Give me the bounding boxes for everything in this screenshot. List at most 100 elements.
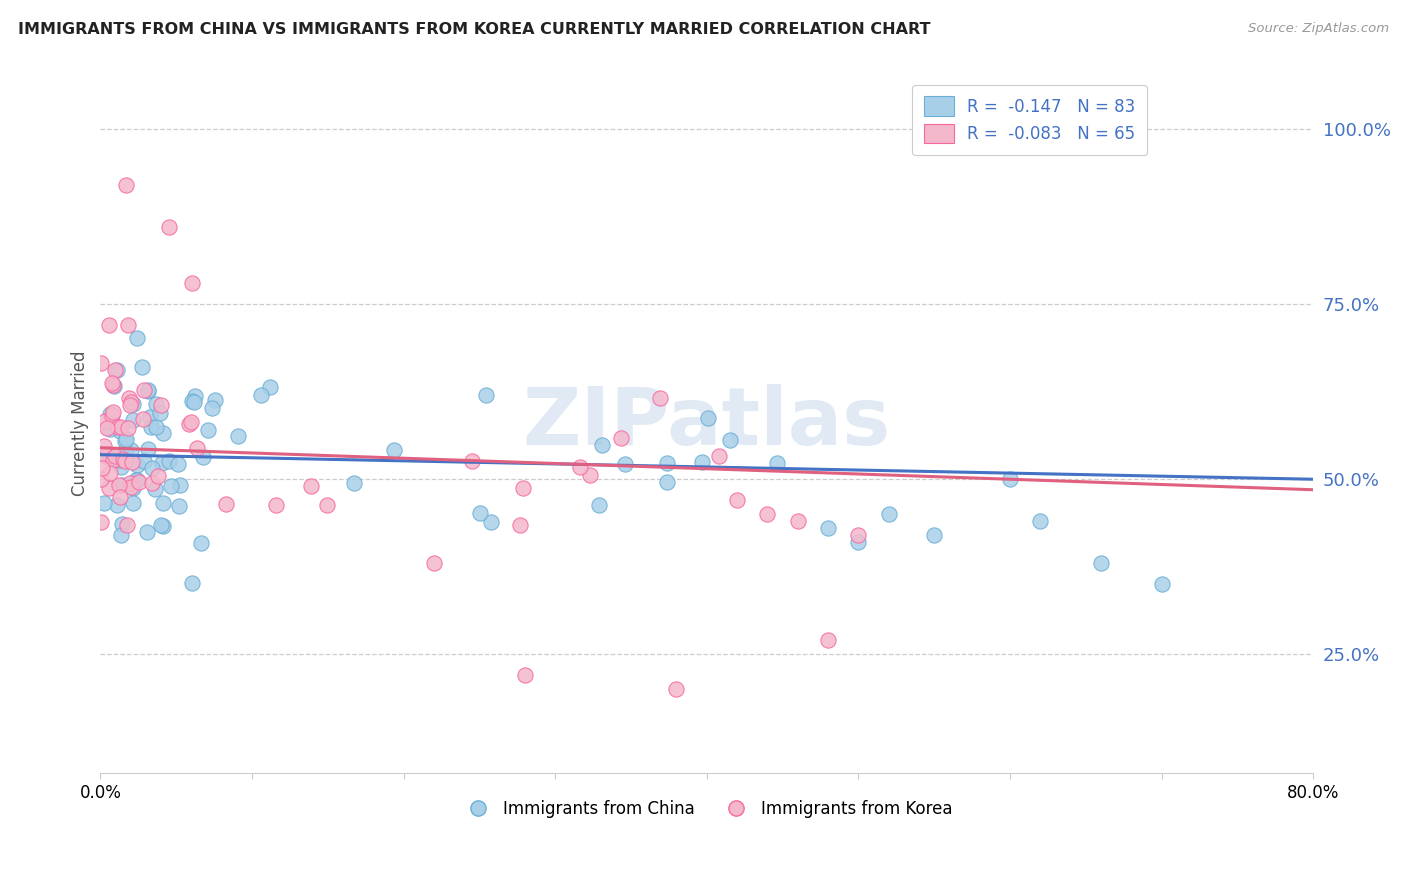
Text: IMMIGRANTS FROM CHINA VS IMMIGRANTS FROM KOREA CURRENTLY MARRIED CORRELATION CHA: IMMIGRANTS FROM CHINA VS IMMIGRANTS FROM…	[18, 22, 931, 37]
Point	[91, 460, 114, 475]
Point	[120, 398, 142, 412]
Point	[101, 377, 124, 392]
Point	[817, 633, 839, 648]
Point	[250, 388, 273, 402]
Point	[97, 481, 120, 495]
Point	[105, 363, 128, 377]
Point	[150, 399, 173, 413]
Point	[125, 473, 148, 487]
Point	[186, 441, 208, 455]
Point	[136, 442, 159, 456]
Point	[103, 378, 125, 392]
Point	[259, 380, 281, 394]
Point	[131, 360, 153, 375]
Point	[588, 499, 610, 513]
Point	[136, 524, 159, 539]
Point	[101, 453, 124, 467]
Point	[125, 474, 148, 488]
Point	[118, 475, 141, 490]
Point	[877, 508, 900, 522]
Point	[98, 318, 121, 333]
Point	[817, 521, 839, 535]
Point	[180, 394, 202, 409]
Point	[697, 411, 720, 425]
Point	[152, 425, 174, 440]
Point	[110, 420, 132, 434]
Point	[90, 472, 112, 486]
Y-axis label: Currently Married: Currently Married	[72, 351, 89, 496]
Point	[94, 414, 117, 428]
Point	[152, 496, 174, 510]
Point	[98, 422, 121, 436]
Point	[145, 396, 167, 410]
Point	[343, 476, 366, 491]
Point	[614, 458, 637, 472]
Point	[579, 468, 602, 483]
Point	[120, 395, 142, 409]
Point	[117, 421, 139, 435]
Point	[786, 514, 808, 528]
Point	[665, 682, 688, 697]
Point	[657, 475, 679, 490]
Point	[475, 387, 498, 401]
Point	[181, 576, 204, 591]
Point	[136, 383, 159, 397]
Point	[149, 518, 172, 533]
Point	[90, 515, 112, 529]
Point	[120, 479, 142, 493]
Point	[111, 451, 134, 466]
Point	[423, 556, 446, 570]
Point	[725, 493, 748, 508]
Point	[141, 476, 163, 491]
Point	[765, 456, 787, 470]
Point	[655, 456, 678, 470]
Point	[98, 449, 121, 463]
Point	[110, 459, 132, 474]
Point	[180, 415, 202, 429]
Point	[226, 428, 249, 442]
Point	[690, 455, 713, 469]
Point	[98, 407, 121, 421]
Point	[100, 376, 122, 390]
Point	[160, 479, 183, 493]
Point	[108, 424, 131, 438]
Point	[569, 460, 592, 475]
Point	[848, 535, 870, 549]
Point	[96, 421, 118, 435]
Point	[107, 419, 129, 434]
Point	[169, 478, 191, 492]
Point	[115, 178, 138, 192]
Point	[121, 455, 143, 469]
Point	[169, 499, 191, 513]
Point	[108, 452, 131, 467]
Point	[146, 468, 169, 483]
Point	[509, 518, 531, 533]
Point	[115, 517, 138, 532]
Point	[143, 482, 166, 496]
Point	[139, 409, 162, 424]
Point	[122, 413, 145, 427]
Point	[114, 434, 136, 449]
Point	[132, 412, 155, 426]
Point	[177, 417, 200, 431]
Legend: Immigrants from China, Immigrants from Korea: Immigrants from China, Immigrants from K…	[454, 793, 959, 824]
Point	[132, 384, 155, 398]
Point	[167, 458, 190, 472]
Point	[215, 497, 238, 511]
Text: ZIPatlas: ZIPatlas	[523, 384, 891, 462]
Point	[512, 481, 534, 495]
Point	[191, 450, 214, 464]
Text: Source: ZipAtlas.com: Source: ZipAtlas.com	[1249, 22, 1389, 36]
Point	[610, 431, 633, 445]
Point	[184, 389, 207, 403]
Point	[127, 458, 149, 472]
Point	[479, 515, 502, 529]
Point	[183, 395, 205, 409]
Point	[150, 456, 173, 470]
Point	[382, 443, 405, 458]
Point	[101, 405, 124, 419]
Point	[756, 508, 779, 522]
Point	[94, 449, 117, 463]
Point	[127, 331, 149, 345]
Point	[141, 461, 163, 475]
